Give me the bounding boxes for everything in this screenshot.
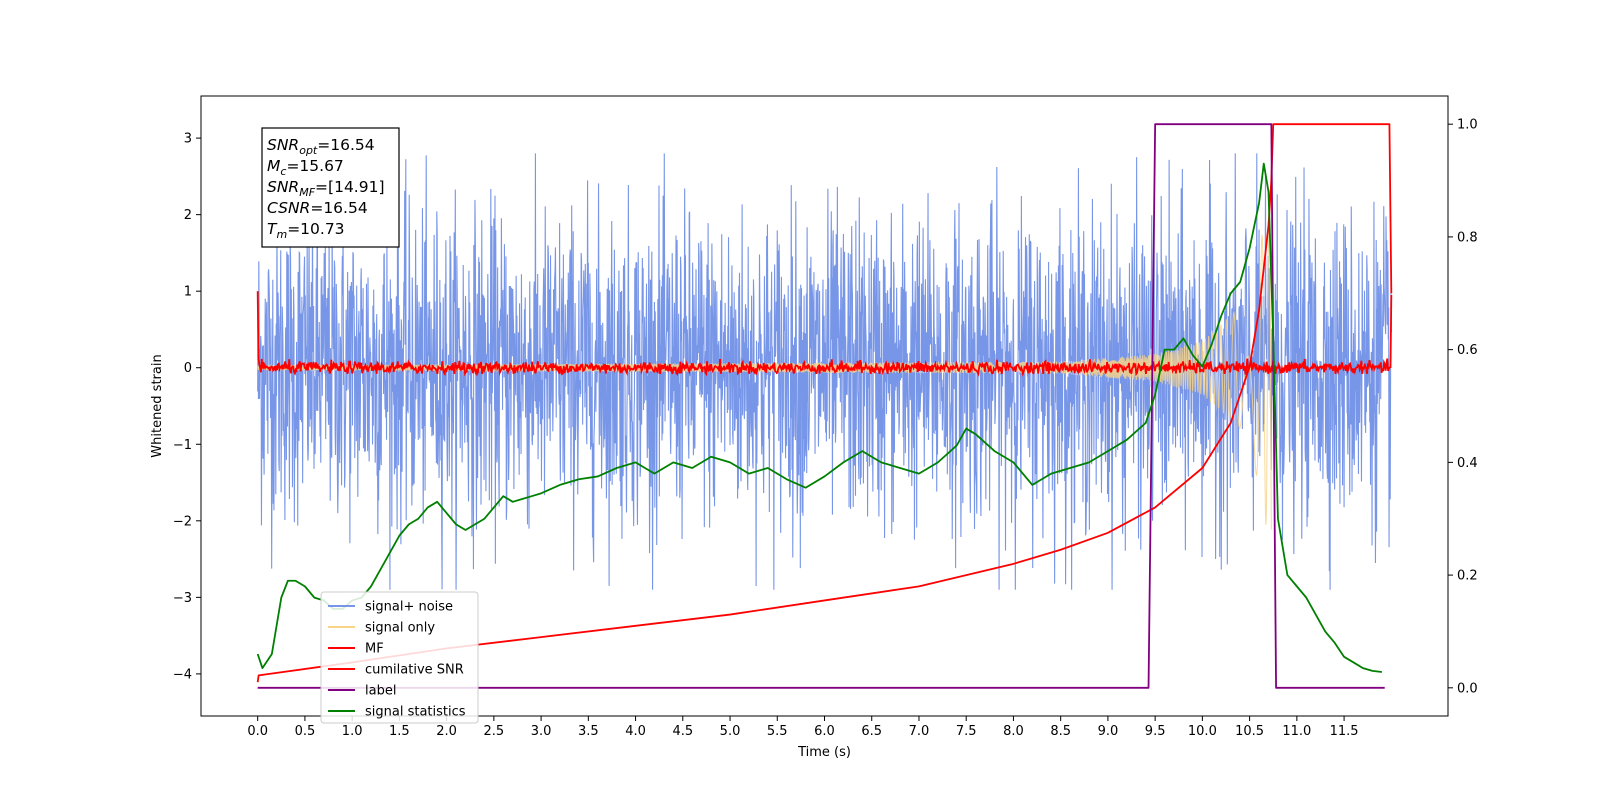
x-tick-label: 5.5 — [767, 724, 788, 739]
x-tick-label: 2.5 — [484, 724, 505, 739]
x-tick-label: 1.0 — [342, 724, 363, 739]
x-tick-label: 10.0 — [1188, 724, 1217, 739]
y-tick-label: −2 — [173, 514, 192, 529]
x-tick-label: 9.5 — [1145, 724, 1166, 739]
x-axis-label: Time (s) — [797, 745, 851, 760]
x-tick-label: 8.5 — [1050, 724, 1071, 739]
legend-frame — [320, 591, 479, 724]
y-tick-label: 0 — [184, 361, 192, 376]
x-tick-label: 7.5 — [956, 724, 977, 739]
legend-label: MF — [365, 642, 384, 657]
stats-annotation-frame — [261, 127, 400, 248]
series-label — [257, 123, 1385, 689]
x-axis: 0.0 0.5 1.0 1.5 2.0 2.5 3.0 3.5 4.0 4.5 5.0 5.5 6.0 6… — [247, 716, 1359, 739]
stats-annotation-box: SNRopt=16.54Mc=15.67SNRMF=[14.91]CSNR=16… — [261, 127, 400, 248]
y-axis-left: −4 −3 −2 −1 0 1 2 3 — [173, 132, 201, 682]
stats-line: Tm=10.73 — [267, 220, 345, 241]
y-tick-label: 2 — [184, 208, 192, 223]
x-tick-label: 8.0 — [1003, 724, 1024, 739]
y-tick-label: −1 — [173, 438, 192, 453]
y2-tick-label: 0.2 — [1457, 569, 1478, 584]
x-tick-label: 4.0 — [625, 724, 646, 739]
y2-tick-label: 0.4 — [1457, 456, 1478, 471]
y-tick-label: −4 — [173, 667, 192, 682]
legend-label: label — [365, 684, 396, 699]
x-tick-label: 7.0 — [909, 724, 930, 739]
stats-line: CSNR=16.54 — [267, 199, 368, 217]
x-tick-label: 10.5 — [1235, 724, 1264, 739]
x-tick-label: 3.0 — [531, 724, 552, 739]
series-mf — [256, 291, 1393, 377]
legend-label: signal statistics — [365, 705, 466, 720]
y-tick-label: −3 — [173, 591, 192, 606]
x-tick-label: 0.0 — [247, 724, 268, 739]
y-tick-label: 3 — [184, 132, 192, 147]
x-tick-label: 11.5 — [1330, 724, 1359, 739]
series-signal-statistics — [256, 162, 1382, 673]
series-signal-plus-noise — [257, 153, 1392, 590]
x-tick-label: 4.5 — [672, 724, 693, 739]
y2-tick-label: 1.0 — [1457, 118, 1478, 133]
x-tick-label: 6.0 — [814, 724, 835, 739]
legend-label: signal only — [365, 621, 435, 636]
x-tick-label: 6.5 — [861, 724, 882, 739]
x-tick-label: 5.0 — [720, 724, 741, 739]
y2-tick-label: 0.0 — [1457, 681, 1478, 696]
y2-tick-label: 0.8 — [1457, 230, 1478, 245]
x-tick-label: 3.5 — [578, 724, 599, 739]
x-tick-label: 11.0 — [1282, 724, 1311, 739]
x-tick-label: 9.0 — [1098, 724, 1119, 739]
series-cumulative-snr — [256, 123, 1393, 683]
y2-tick-label: 0.6 — [1457, 343, 1478, 358]
y-axis-right: 0.0 0.2 0.4 0.6 0.8 1.0 — [1448, 118, 1478, 696]
x-tick-label: 1.5 — [389, 724, 410, 739]
x-tick-label: 0.5 — [295, 724, 316, 739]
legend-label: cumilative SNR — [365, 663, 464, 678]
stats-line: SNRopt=16.54 — [267, 136, 375, 157]
stats-line: Mc=15.67 — [267, 157, 344, 178]
series-layer — [256, 123, 1393, 689]
x-tick-label: 2.0 — [436, 724, 457, 739]
legend-label: signal+ noise — [365, 600, 453, 615]
y-axis-label: Whitened strain — [150, 354, 165, 457]
legend: signal+ noise signal only MF cumilative SNR… — [320, 591, 479, 724]
y-tick-label: 1 — [184, 285, 192, 300]
stats-line: SNRMF=[14.91] — [267, 178, 385, 199]
